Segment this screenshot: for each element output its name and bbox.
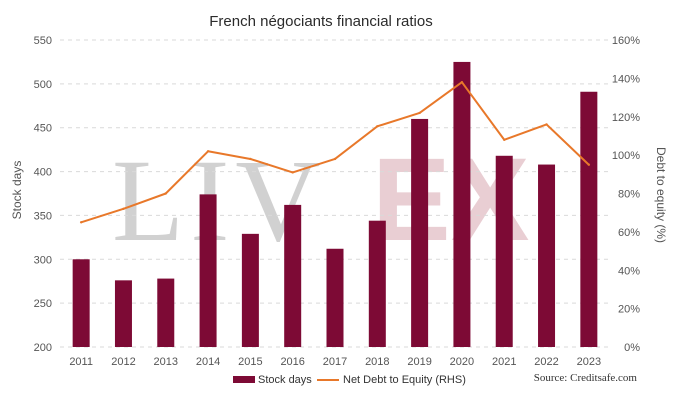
point-debt-to-equity-2016 [291,171,294,174]
bar-stock-days-2014 [199,194,217,347]
x-tick-label: 2017 [323,356,347,368]
bar-stock-days-2022 [538,164,556,347]
x-tick-label: 2020 [450,356,474,368]
point-debt-to-equity-2020 [460,81,464,84]
x-tick-label: 2019 [407,356,431,368]
x-tick-label: 2011 [69,356,93,368]
point-debt-to-equity-2018 [376,125,379,128]
y2-tick-label: 120% [612,112,640,124]
bar-stock-days-2020 [453,61,471,348]
y-axis-right-title: Debt to equity (%) [654,147,668,243]
y-tick-label: 250 [34,298,52,310]
x-tick-label: 2022 [534,356,558,368]
source-note: Source: Creditsafe.com [534,372,638,384]
bar-stock-days-2015 [241,233,259,347]
y-tick-label: 550 [34,35,52,47]
point-debt-to-equity-2015 [249,157,252,161]
legend-label-stock-days: Stock days [258,374,312,386]
y2-tick-label: 40% [618,265,640,277]
y-tick-label: 300 [34,254,52,266]
y-axis-left-ticks: 200 250 300 350 400 450 500 550 [34,35,52,354]
x-tick-label: 2014 [196,356,220,368]
y-tick-label: 350 [34,210,52,222]
legend-label-debt-equity: Net Debt to Equity (RHS) [343,374,466,386]
x-tick-label: 2023 [577,356,601,368]
y2-tick-label: 20% [618,304,640,316]
legend-swatch-stock-days [233,376,255,383]
point-debt-to-equity-2012 [122,207,125,211]
bar-stock-days-2017 [326,248,344,347]
point-debt-to-equity-2014 [206,150,210,153]
x-tick-label: 2012 [111,356,135,368]
legend: Stock days Net Debt to Equity (RHS) [233,374,466,386]
x-tick-label: 2018 [365,356,389,368]
point-debt-to-equity-2013 [164,192,167,195]
bar-series [72,61,598,348]
bar-stock-days-2019 [411,118,429,347]
y2-tick-label: 100% [612,150,640,162]
y-tick-label: 450 [34,123,52,135]
y-tick-label: 400 [34,167,52,179]
bar-stock-days-2016 [284,204,302,347]
y2-tick-label: 80% [618,189,640,201]
point-debt-to-equity-2011 [79,221,83,224]
x-tick-label: 2015 [238,356,262,368]
line-series [79,81,591,224]
point-debt-to-equity-2023 [587,163,591,166]
x-tick-label: 2016 [280,356,304,368]
y2-tick-label: 60% [618,227,640,239]
bar-stock-days-2023 [580,91,598,347]
y-tick-label: 500 [34,79,52,91]
point-debt-to-equity-2017 [333,157,337,161]
chart-title: French négociants financial ratios [209,13,432,30]
y-tick-label: 200 [34,342,52,354]
y2-tick-label: 0% [624,342,640,354]
point-debt-to-equity-2019 [418,111,421,115]
bar-stock-days-2011 [72,259,90,347]
bar-stock-days-2012 [114,280,132,347]
x-axis-ticks: 2011 2012 2013 2014 2015 2016 2017 2018 2019 2020… [69,356,601,368]
y-axis-left-title: Stock days [10,161,24,220]
bar-stock-days-2013 [157,278,175,347]
bar-stock-days-2018 [368,220,386,347]
y2-tick-label: 140% [612,73,640,85]
y2-tick-label: 160% [612,35,640,47]
x-tick-label: 2021 [492,356,516,368]
x-tick-label: 2013 [154,356,178,368]
y-axis-right-ticks: 0% 20% 40% 60% 80% 100% 120% 140% 160% [612,35,640,354]
bar-stock-days-2021 [495,155,513,347]
point-debt-to-equity-2021 [503,138,506,141]
point-debt-to-equity-2022 [545,123,548,126]
